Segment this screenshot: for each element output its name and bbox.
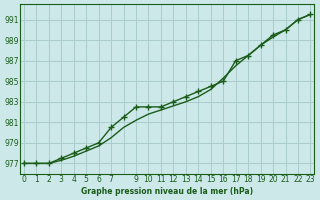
X-axis label: Graphe pression niveau de la mer (hPa): Graphe pression niveau de la mer (hPa) [81, 187, 253, 196]
